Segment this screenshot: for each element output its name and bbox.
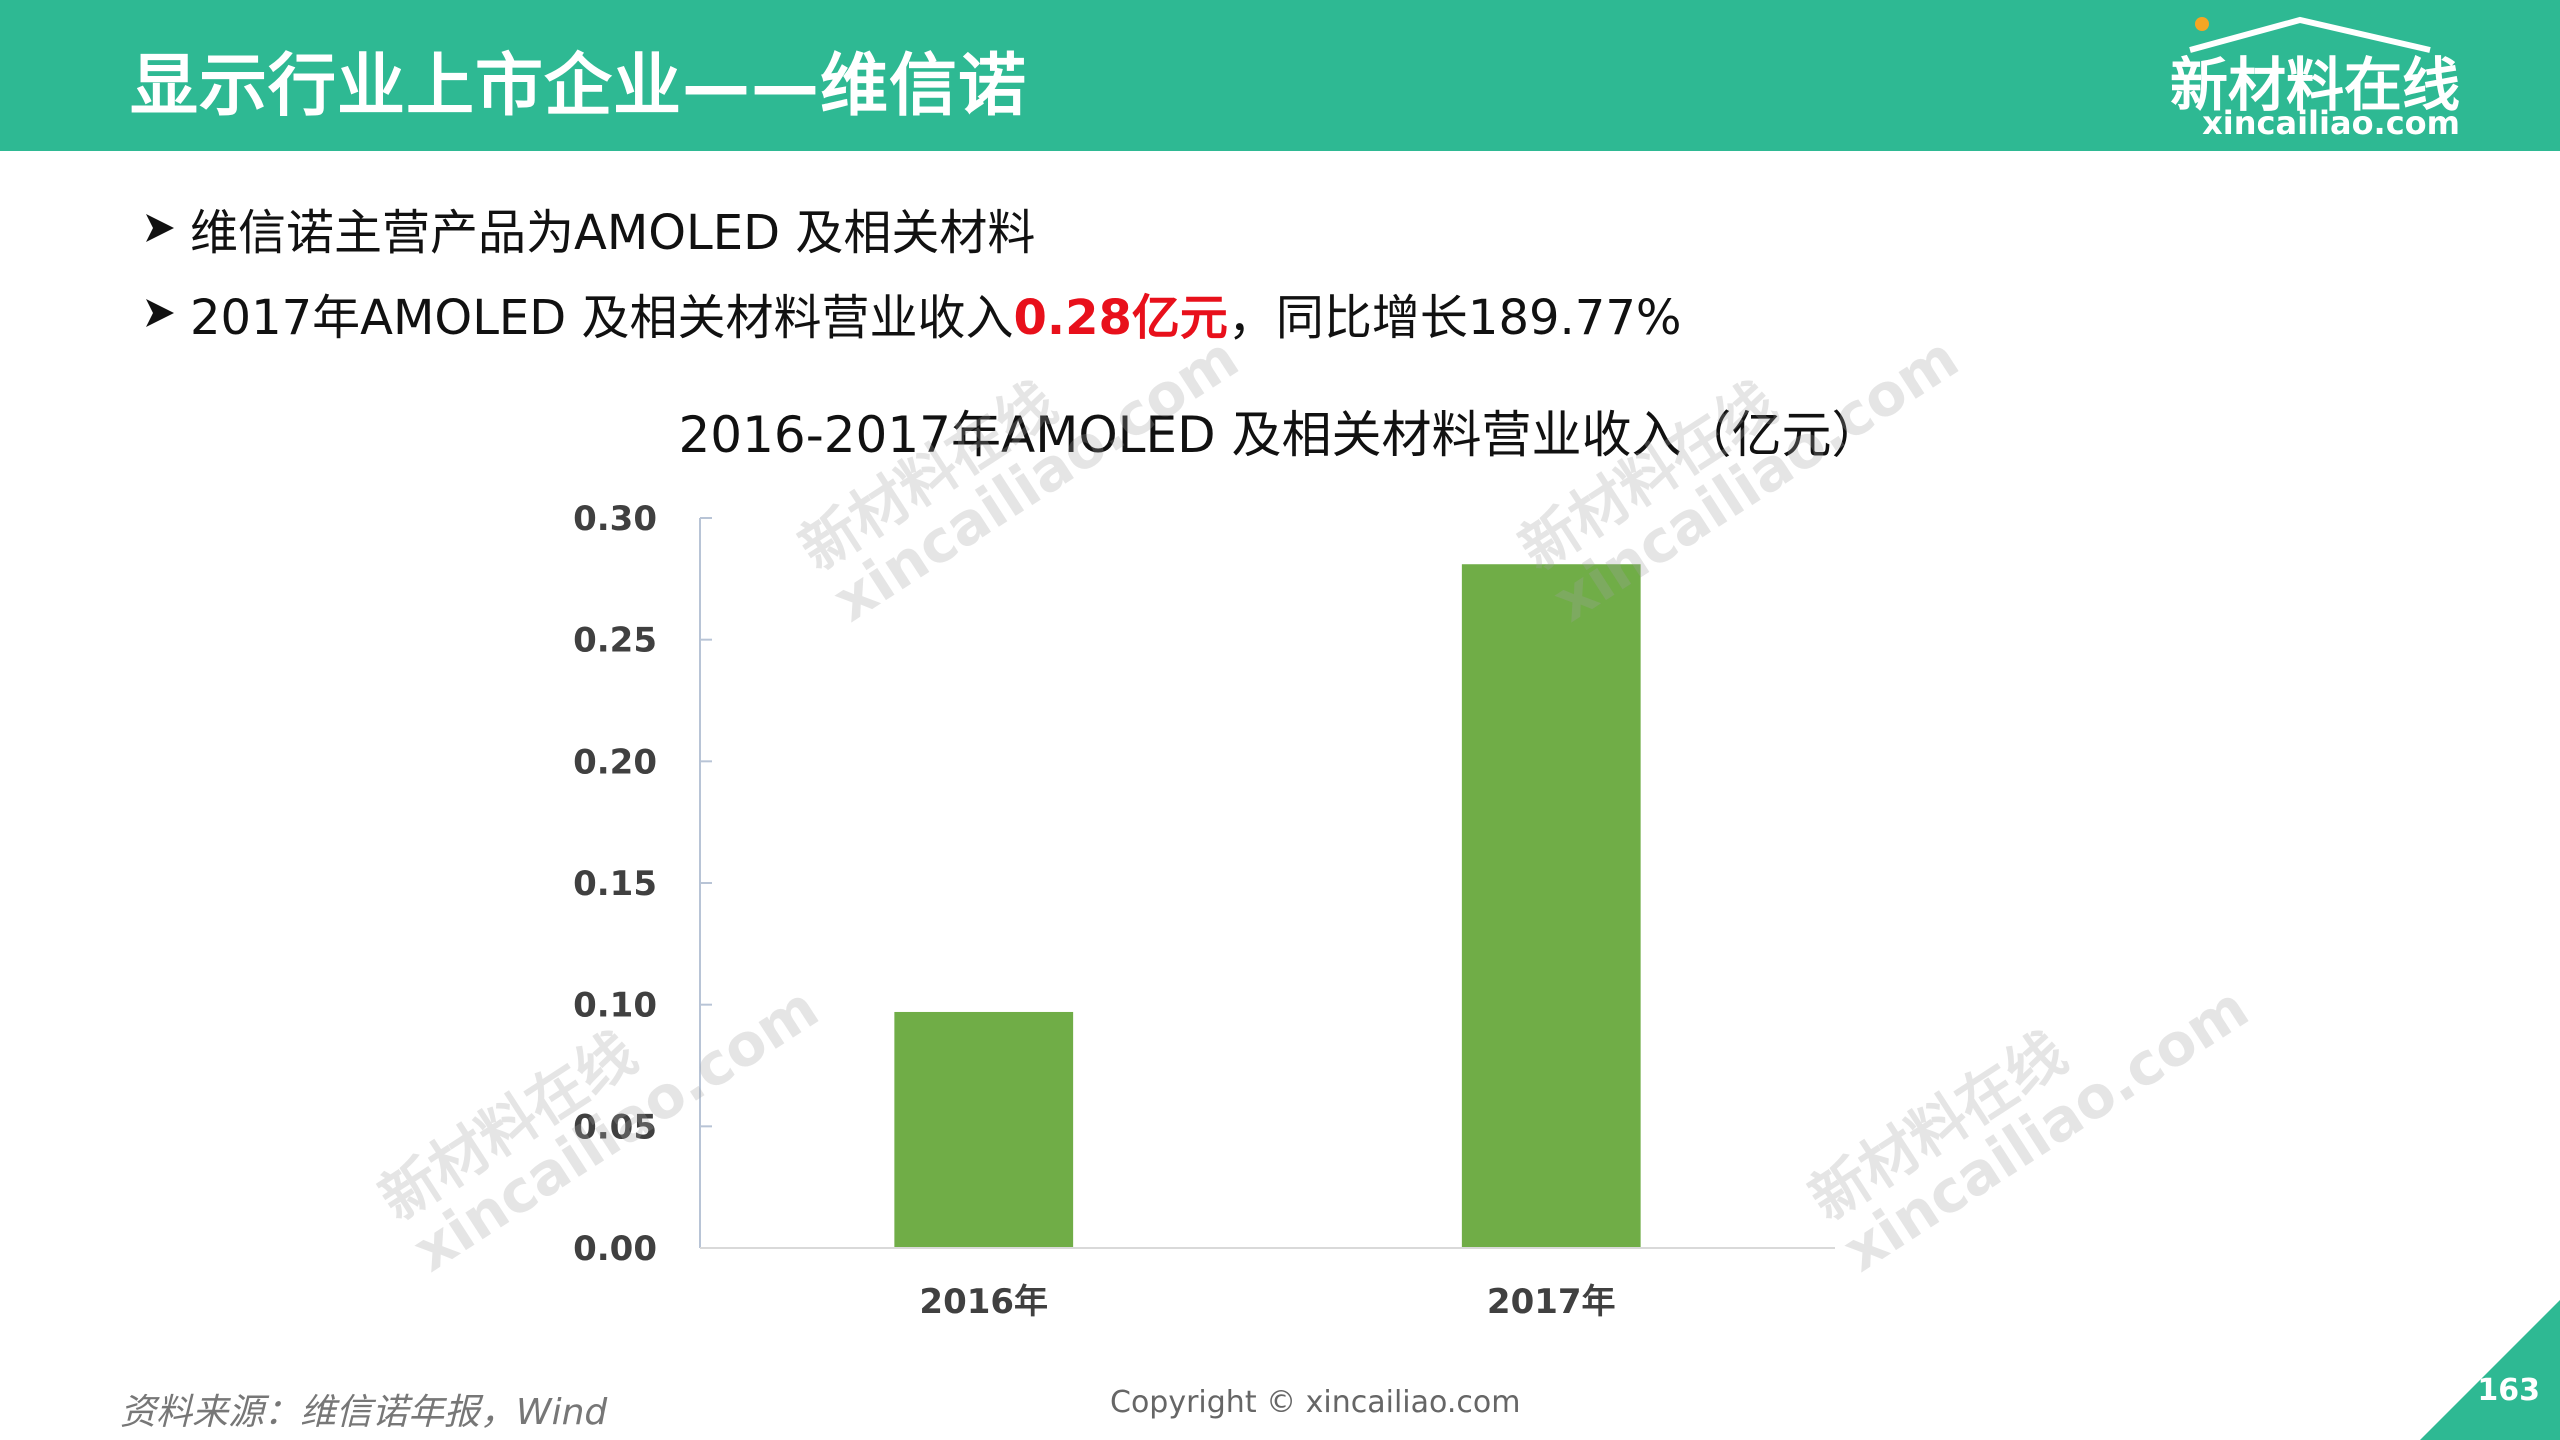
data-source: 资料来源：维信诺年报，Wind [120, 1392, 608, 1433]
revenue-highlight: 0.28亿元 [1013, 289, 1228, 346]
x-category-label: 2017年 [1487, 1282, 1616, 1322]
bullet-list: 维信诺主营产品为AMOLED 及相关材料 2017年AMOLED 及相关材料营业… [130, 185, 1682, 355]
page-number: 163 [2477, 1373, 2540, 1408]
arrow-bullet-icon [146, 298, 174, 327]
x-category-label: 2016年 [919, 1282, 1048, 1322]
arrow-bullet-icon [146, 213, 174, 242]
bullet-text-after: ，同比增长189.77% [1227, 289, 1682, 346]
chart-title: 2016-2017年AMOLED 及相关材料营业收入（亿元） [678, 406, 1882, 464]
copyright: Copyright © xincailiao.com [1110, 1385, 1521, 1420]
y-tick-label: 0.00 [573, 1229, 657, 1269]
y-tick-label: 0.10 [573, 986, 657, 1026]
page-title: 显示行业上市企业——维信诺 [130, 47, 1028, 126]
header-bar: 显示行业上市企业——维信诺 新材料在线 xincailiao.com [0, 0, 2560, 151]
y-tick-label: 0.25 [573, 621, 657, 661]
corner-triangle [2420, 1300, 2560, 1440]
bullet-item: 维信诺主营产品为AMOLED 及相关材料 [130, 185, 1682, 270]
bullet-text: 2017年AMOLED 及相关材料营业收入0.28亿元，同比增长189.77% [190, 278, 1682, 348]
bars [894, 564, 1641, 1248]
bullet-item: 2017年AMOLED 及相关材料营业收入0.28亿元，同比增长189.77% [130, 270, 1682, 355]
y-axis: 0.00 0.05 0.10 0.15 0.20 0.25 0.30 [573, 499, 712, 1269]
bar-2 [1461, 564, 1641, 1248]
x-axis: 2016年 2017年 [700, 1247, 1835, 1322]
bullet-text-before: 2017年AMOLED 及相关材料营业收入 [190, 289, 1014, 346]
y-tick-label: 0.15 [573, 864, 657, 904]
y-tick-label: 0.20 [573, 742, 657, 782]
y-tick-label: 0.05 [573, 1107, 657, 1147]
bullet-text: 维信诺主营产品为AMOLED 及相关材料 [190, 204, 1036, 261]
logo-name: 新材料在线 [2169, 51, 2460, 119]
bar-chart: 0.00 0.05 0.10 0.15 0.20 0.25 0.30 2016年 2017年 [573, 499, 1835, 1322]
brand-logo: 新材料在线 xincailiao.com [2160, 14, 2460, 142]
y-tick-label: 0.30 [573, 499, 657, 539]
logo-domain: xincailiao.com [2202, 104, 2460, 142]
roof-icon [2189, 16, 2431, 53]
bar-1 [894, 1011, 1074, 1248]
